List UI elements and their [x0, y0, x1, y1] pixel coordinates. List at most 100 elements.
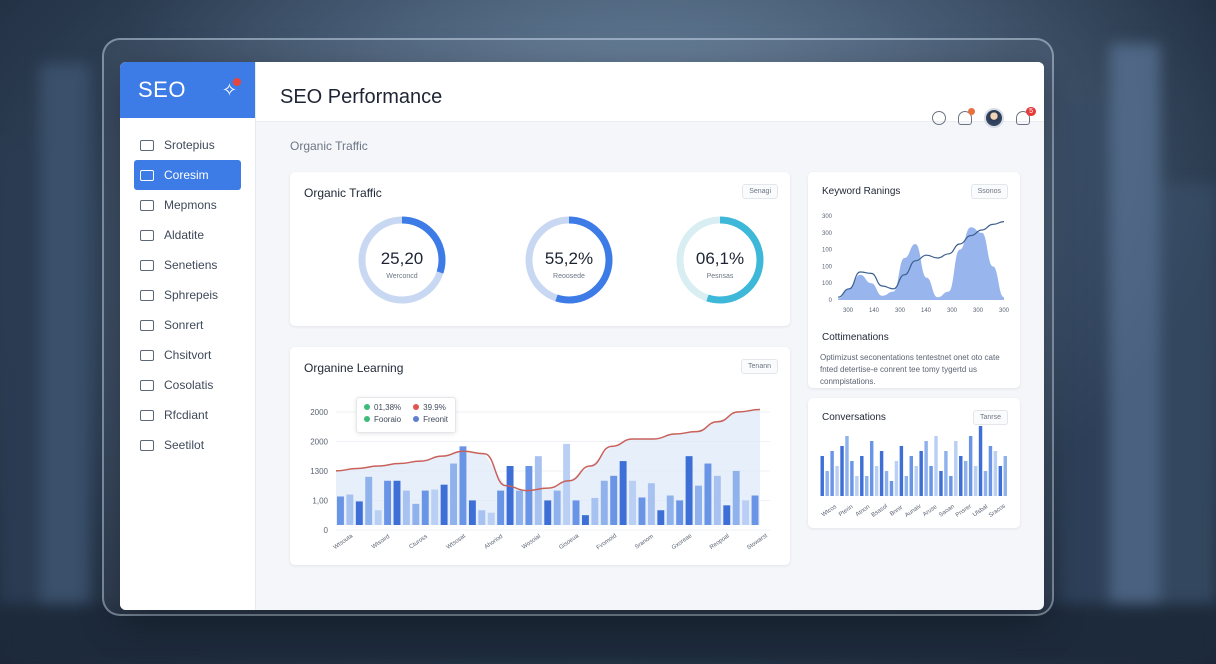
bar	[525, 466, 533, 525]
top-header: SEO Performance 5	[256, 62, 1044, 128]
conversation-bar	[825, 471, 829, 496]
kw-x-tick: 300	[973, 308, 984, 314]
donut-value: 06,1%	[696, 249, 744, 268]
sidebar-item-0[interactable]: Srotepius	[134, 130, 241, 160]
conversation-bar	[919, 451, 923, 496]
conversation-bar	[963, 461, 968, 496]
y-tick-label: 2000	[310, 408, 328, 417]
donut-arc	[525, 216, 613, 304]
sidebar-item-3[interactable]: Aldatite	[134, 220, 241, 250]
donut-subtitle: Werconcd	[386, 273, 417, 280]
sidebar-item-label: Mepmons	[164, 198, 217, 212]
conversation-bar	[973, 466, 978, 496]
legend-item-1: 01,38%	[364, 403, 401, 412]
avatar[interactable]	[984, 108, 1004, 128]
bar	[440, 484, 448, 525]
bar	[676, 500, 684, 525]
bar	[355, 501, 363, 525]
sidebar-item-1[interactable]: Coresim	[134, 160, 241, 190]
kw-x-tick: 300	[843, 308, 854, 314]
bar	[723, 505, 731, 525]
conversation-bar	[869, 441, 874, 496]
conversation-bar	[924, 441, 928, 496]
conversation-bar	[978, 426, 983, 496]
bar	[506, 466, 514, 525]
conv-x-tick: Pnsrer	[955, 504, 973, 519]
conversation-bar	[884, 471, 889, 496]
legend-item-4: Freonit	[413, 415, 448, 424]
organic-traffic-card: Organic Traffic Senagi 25,20 Werconcd 55,2…	[290, 172, 790, 326]
bar	[600, 480, 608, 525]
conversation-bar	[855, 476, 859, 496]
sidebar-item-9[interactable]: Rfcdiant	[134, 400, 241, 430]
sidebar-item-label: Sphrepeis	[164, 288, 219, 302]
bar	[591, 497, 599, 525]
conversation-bar	[1003, 456, 1007, 496]
kw-y-tick: 100	[822, 264, 833, 270]
brand-logo[interactable]: SEO	[138, 77, 186, 102]
bar	[704, 463, 712, 525]
sidebar-item-4[interactable]: Senetiens	[134, 250, 241, 280]
notification-icon[interactable]: 5	[1016, 107, 1036, 125]
x-tick-label: Ctuross	[409, 534, 429, 551]
sidebar-item-10[interactable]: Seetilot	[134, 430, 241, 460]
bar	[412, 503, 420, 525]
conversation-bar	[954, 441, 958, 496]
edit-icon	[140, 229, 154, 241]
bar	[402, 490, 410, 525]
organic-traffic-filter-button[interactable]: Senagi	[742, 184, 778, 199]
sidebar-item-5[interactable]: Sphrepeis	[134, 280, 241, 310]
conversation-bar	[840, 446, 844, 496]
bar	[563, 443, 571, 525]
conv-x-tick: Aruse	[922, 504, 939, 518]
sidebar-item-2[interactable]: Mepmons	[134, 190, 241, 220]
conv-x-tick: Pterin	[838, 504, 854, 518]
y-tick-label: 1300	[310, 467, 328, 476]
kw-x-tick: 300	[947, 308, 958, 314]
conv-x-tick: Atnon	[855, 504, 871, 518]
bar	[478, 510, 486, 525]
keyword-rankings-filter-button[interactable]: Ssonos	[970, 184, 1008, 199]
notification-badge: 5	[1026, 107, 1036, 116]
conv-x-tick: Ulsbal	[972, 504, 989, 518]
conversation-bar	[894, 461, 899, 496]
donut-arc	[676, 216, 764, 304]
sidebar-nav: Srotepius Coresim Mepmons Aldatite Senetiens…	[120, 118, 255, 460]
user-icon[interactable]	[932, 111, 946, 125]
sidebar-item-label: Coresim	[164, 168, 209, 182]
x-tick-label: Reopoal	[709, 533, 731, 551]
bell-icon[interactable]	[958, 108, 975, 125]
sidebar-item-7[interactable]: Chsitvort	[134, 340, 241, 370]
conversation-bar	[988, 446, 993, 496]
bar	[572, 500, 580, 525]
conversation-bar	[993, 451, 998, 496]
conversation-bar	[904, 476, 909, 496]
x-tick-label: Wosoial	[521, 534, 542, 551]
sidebar-item-8[interactable]: Cosolatis	[134, 370, 241, 400]
bar	[732, 470, 740, 525]
organine-learning-title: Organine Learning	[304, 361, 404, 375]
bar	[487, 512, 495, 525]
sparkle-wand-icon[interactable]: ✧	[221, 80, 237, 100]
y-tick-label: 0	[324, 526, 329, 535]
organine-learning-filter-button[interactable]: Tenann	[741, 359, 778, 374]
bar	[393, 480, 401, 525]
commentations-text: Optimizust seconentations tentestnet one…	[820, 353, 1000, 386]
bar	[742, 500, 750, 525]
chart-legend: 01,38% 39.9% Fooraio Freonit	[356, 397, 457, 433]
conversation-bar	[944, 451, 948, 496]
conversation-bar	[959, 456, 963, 496]
kw-y-tick: 300	[822, 231, 833, 237]
conversation-bar	[889, 481, 894, 496]
bar	[581, 515, 589, 525]
kw-x-tick: 140	[869, 308, 880, 314]
bar	[459, 446, 467, 525]
conversations-filter-button[interactable]: Tanrse	[972, 410, 1008, 425]
sidebar-item-6[interactable]: Sonrert	[134, 310, 241, 340]
sidebar: SEO ✧ Srotepius Coresim Mepmons Aldatite Sen…	[120, 62, 256, 610]
donut-value: 55,2%	[545, 249, 593, 268]
info-icon	[140, 409, 154, 421]
bar	[374, 510, 382, 525]
conversation-bar	[899, 446, 904, 496]
